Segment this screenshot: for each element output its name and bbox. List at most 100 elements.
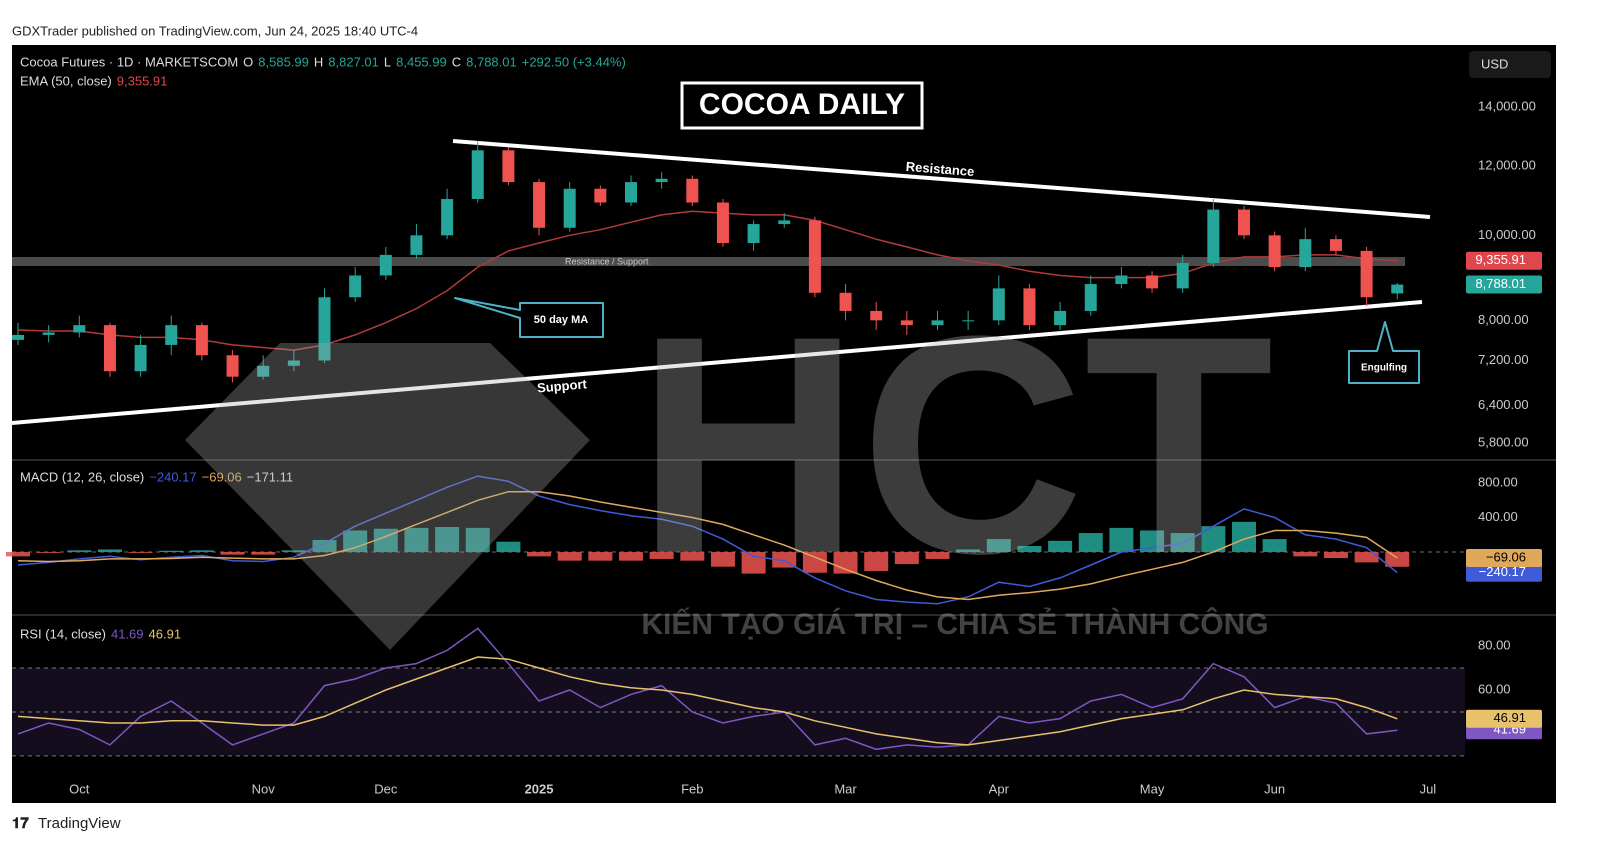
macd-bar bbox=[159, 550, 184, 553]
x-tick-label: Oct bbox=[69, 781, 90, 796]
legend-text: RSI (14, close) bbox=[20, 626, 106, 641]
candle-body bbox=[839, 292, 852, 311]
price-tag-label: 8,788.01 bbox=[1475, 276, 1526, 291]
legend-text: H bbox=[314, 54, 323, 69]
price-tag bbox=[1466, 251, 1542, 270]
x-tick-label: 2025 bbox=[525, 781, 554, 796]
candle-body bbox=[563, 188, 576, 228]
legend-text: 46.91 bbox=[149, 626, 182, 641]
watermark-text: HCT bbox=[636, 271, 1273, 618]
currency[interactable]: USD bbox=[1481, 56, 1508, 71]
macd-bar bbox=[435, 527, 460, 553]
candle-body bbox=[410, 235, 423, 255]
legend-text: 41.69 bbox=[111, 626, 144, 641]
legend-text: L bbox=[384, 54, 391, 69]
price-tag bbox=[1466, 275, 1542, 294]
y-tick-label: 10,000.00 bbox=[1478, 227, 1536, 242]
y-tick-label: 12,000.00 bbox=[1478, 157, 1536, 172]
candle-body bbox=[686, 178, 699, 203]
macd-bar bbox=[619, 552, 643, 561]
y-tick-label: 60.00 bbox=[1478, 681, 1511, 696]
candle-body bbox=[1238, 209, 1250, 236]
price-tag-label: 9,355.91 bbox=[1475, 252, 1526, 267]
candle-body bbox=[1084, 284, 1097, 311]
macd-bar bbox=[986, 539, 1011, 553]
candle-body bbox=[73, 325, 86, 333]
legend-text: EMA (50, close) bbox=[20, 73, 112, 88]
y-tick-label: 14,000.00 bbox=[1478, 99, 1536, 114]
tagline: KIẾN TẠO GIÁ TRỊ – CHIA SẺ THÀNH CÔNG bbox=[641, 607, 1268, 641]
macd-bar bbox=[1323, 552, 1348, 559]
candle-body bbox=[594, 188, 607, 203]
resistance-label: Resistance bbox=[905, 159, 975, 179]
candle-body bbox=[1360, 250, 1373, 298]
macd-bar bbox=[465, 527, 490, 553]
candle-body bbox=[900, 320, 913, 326]
ma-callout bbox=[454, 297, 604, 338]
footer-logo: 𝟏𝟕 bbox=[12, 815, 29, 832]
price-tag bbox=[1466, 548, 1542, 567]
ema-line bbox=[17, 210, 1398, 351]
candle-body bbox=[1023, 288, 1036, 326]
macd-bar bbox=[312, 539, 337, 553]
candle-body bbox=[349, 275, 362, 298]
chart-bg bbox=[12, 45, 1556, 803]
legend-text: 9,355.91 bbox=[117, 73, 168, 88]
legend-text: O bbox=[243, 54, 253, 69]
price-tag bbox=[1466, 563, 1542, 582]
legend-text: 8,585.99 bbox=[258, 54, 309, 69]
published: GDXTrader published on TradingView.com, … bbox=[12, 23, 418, 38]
candle-body bbox=[379, 254, 392, 276]
macd-line bbox=[17, 490, 1398, 601]
macd-bar bbox=[404, 527, 429, 553]
currency-box[interactable] bbox=[1469, 51, 1551, 78]
candle-body bbox=[1054, 310, 1067, 326]
legend-text: 8,455.99 bbox=[396, 54, 447, 69]
watermark: HCT KIẾN TẠO GIÁ TRỊ – CHIA SẺ THÀNH CÔN… bbox=[185, 271, 1274, 650]
price-tag bbox=[1466, 709, 1542, 728]
candle-body bbox=[808, 220, 821, 293]
candle-body bbox=[502, 150, 515, 183]
y-tick-label: 7,200.00 bbox=[1478, 352, 1529, 367]
price-tag-label: 46.91 bbox=[1493, 710, 1526, 725]
macd-bar bbox=[925, 552, 950, 559]
engulfing-note: Engulfing bbox=[1361, 363, 1407, 374]
macd-bar bbox=[1109, 527, 1134, 553]
zone-label: Resistance / Support bbox=[565, 256, 649, 266]
macd-bar bbox=[281, 550, 306, 553]
candle-body bbox=[716, 202, 729, 244]
macd-bar bbox=[864, 552, 889, 572]
macd-bar bbox=[1293, 552, 1318, 557]
rsi-line bbox=[17, 656, 1398, 746]
macd-bar bbox=[557, 552, 582, 561]
resistance-line bbox=[452, 139, 1431, 219]
candle-body bbox=[1176, 262, 1189, 289]
legend-text: −171.11 bbox=[247, 469, 293, 484]
macd-bar bbox=[1078, 533, 1103, 553]
candle-body bbox=[471, 150, 484, 200]
candle-body bbox=[441, 199, 454, 236]
support-label: Support bbox=[536, 376, 588, 395]
candle-body bbox=[655, 178, 668, 183]
plots: 5,800.00 6,400.00 7,200.00 8,000.00 10,000.0… bbox=[6, 54, 1542, 796]
candle-body bbox=[962, 320, 975, 322]
watermark-logo bbox=[185, 343, 590, 650]
legend-text: MACD (12, 26, close) bbox=[20, 469, 144, 484]
macd-bar bbox=[189, 550, 214, 553]
macd-bar bbox=[220, 552, 245, 555]
x-tick-label: Feb bbox=[681, 781, 703, 796]
candle-body bbox=[625, 182, 637, 203]
candle-body bbox=[12, 334, 24, 340]
candle-body bbox=[195, 325, 208, 356]
candle-body bbox=[1329, 239, 1342, 251]
footer: TradingView bbox=[38, 815, 121, 832]
title-box bbox=[680, 81, 924, 130]
macd-bar bbox=[128, 552, 153, 553]
legend-text: −69.06 bbox=[202, 469, 242, 484]
macd-bar bbox=[1262, 539, 1287, 553]
candle-body bbox=[931, 320, 944, 326]
title: COCOA DAILY bbox=[699, 88, 905, 121]
macd-bar bbox=[251, 552, 276, 555]
candle-body bbox=[42, 332, 55, 335]
macd-bar bbox=[894, 552, 919, 565]
